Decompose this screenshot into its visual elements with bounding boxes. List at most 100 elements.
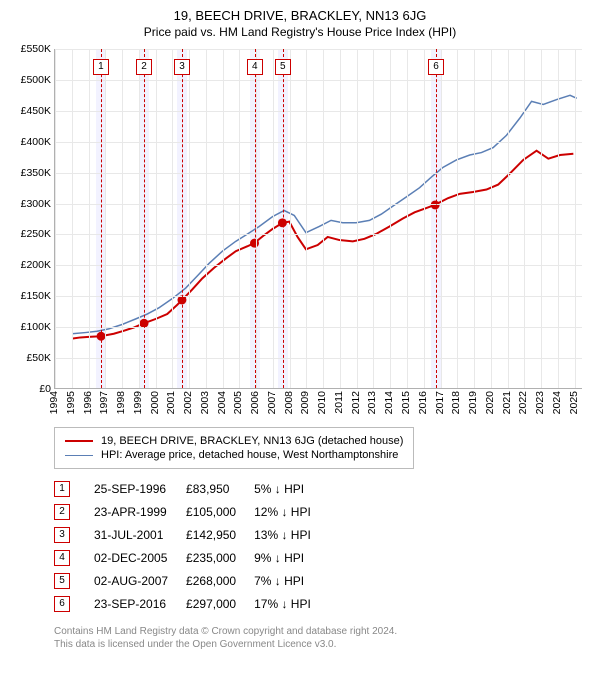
- x-tick-label: 2005: [232, 391, 244, 414]
- line-layer: [55, 49, 582, 388]
- event-date: 25-SEP-1996: [94, 477, 186, 500]
- event-marker-badge: 3: [54, 527, 70, 543]
- x-tick-label: 2003: [199, 391, 211, 414]
- page-title: 19, BEECH DRIVE, BRACKLEY, NN13 6JG: [10, 8, 590, 23]
- x-tick-label: 2019: [467, 391, 479, 414]
- legend-item-hpi: HPI: Average price, detached house, West…: [65, 448, 403, 462]
- series-hpi: [72, 95, 577, 333]
- sale-marker: [97, 332, 106, 341]
- event-marker-4: 4: [247, 59, 263, 75]
- x-tick-label: 2002: [182, 391, 194, 414]
- x-tick-label: 2008: [283, 391, 295, 414]
- x-tick-label: 2012: [350, 391, 362, 414]
- event-delta: 13% ↓ HPI: [254, 523, 329, 546]
- event-num-cell: 4: [54, 546, 94, 569]
- legend-label-property: 19, BEECH DRIVE, BRACKLEY, NN13 6JG (det…: [101, 435, 403, 447]
- x-tick-label: 2001: [165, 391, 177, 414]
- y-tick-label: £550K: [21, 43, 55, 55]
- event-price: £297,000: [186, 592, 254, 615]
- event-marker-6: 6: [428, 59, 444, 75]
- x-tick-label: 1994: [48, 391, 60, 414]
- event-price: £268,000: [186, 569, 254, 592]
- legend-item-property: 19, BEECH DRIVE, BRACKLEY, NN13 6JG (det…: [65, 434, 403, 448]
- table-row: 4 02-DEC-2005£235,0009% ↓ HPI: [54, 546, 329, 569]
- event-price: £235,000: [186, 546, 254, 569]
- event-price: £83,950: [186, 477, 254, 500]
- event-marker-2: 2: [136, 59, 152, 75]
- x-tick-label: 2004: [216, 391, 228, 414]
- event-date: 23-SEP-2016: [94, 592, 186, 615]
- event-marker-badge: 4: [54, 550, 70, 566]
- sale-marker: [278, 218, 287, 227]
- x-tick-label: 2014: [383, 391, 395, 414]
- event-marker-badge: 1: [54, 481, 70, 497]
- table-row: 2 23-APR-1999£105,00012% ↓ HPI: [54, 500, 329, 523]
- chart-area: £0£50K£100K£150K£200K£250K£300K£350K£400…: [54, 49, 582, 419]
- y-tick-label: £150K: [21, 290, 55, 302]
- x-tick-label: 2022: [517, 391, 529, 414]
- x-tick-label: 2010: [316, 391, 328, 414]
- legend-swatch-hpi: [65, 455, 93, 456]
- legend-box: 19, BEECH DRIVE, BRACKLEY, NN13 6JG (det…: [54, 427, 414, 469]
- event-date: 23-APR-1999: [94, 500, 186, 523]
- x-tick-label: 1995: [65, 391, 77, 414]
- y-tick-label: £450K: [21, 105, 55, 117]
- table-row: 6 23-SEP-2016£297,00017% ↓ HPI: [54, 592, 329, 615]
- events-table: 125-SEP-1996£83,9505% ↓ HPI223-APR-1999£…: [54, 477, 329, 615]
- x-tick-label: 1996: [82, 391, 94, 414]
- x-tick-label: 2007: [266, 391, 278, 414]
- x-tick-label: 1999: [132, 391, 144, 414]
- event-delta: 7% ↓ HPI: [254, 569, 329, 592]
- x-tick-label: 1997: [98, 391, 110, 414]
- table-row: 1 25-SEP-1996£83,9505% ↓ HPI: [54, 477, 329, 500]
- x-tick-label: 2016: [417, 391, 429, 414]
- x-tick-label: 2017: [434, 391, 446, 414]
- x-tick-label: 2013: [366, 391, 378, 414]
- event-marker-5: 5: [275, 59, 291, 75]
- x-tick-label: 2009: [299, 391, 311, 414]
- event-date: 02-DEC-2005: [94, 546, 186, 569]
- event-delta: 17% ↓ HPI: [254, 592, 329, 615]
- y-tick-label: £100K: [21, 321, 55, 333]
- sale-marker: [250, 239, 259, 248]
- x-tick-label: 2023: [534, 391, 546, 414]
- event-marker-3: 3: [174, 59, 190, 75]
- plot-region: £0£50K£100K£150K£200K£250K£300K£350K£400…: [54, 49, 582, 389]
- event-delta: 5% ↓ HPI: [254, 477, 329, 500]
- event-delta: 12% ↓ HPI: [254, 500, 329, 523]
- event-num-cell: 3: [54, 523, 94, 546]
- event-num-cell: 5: [54, 569, 94, 592]
- legend-label-hpi: HPI: Average price, detached house, West…: [101, 449, 398, 461]
- legend-swatch-property: [65, 440, 93, 442]
- y-tick-label: £300K: [21, 198, 55, 210]
- event-delta: 9% ↓ HPI: [254, 546, 329, 569]
- y-tick-label: £500K: [21, 74, 55, 86]
- license-text: Contains HM Land Registry data © Crown c…: [54, 625, 590, 651]
- x-tick-label: 2025: [568, 391, 580, 414]
- x-tick-label: 1998: [115, 391, 127, 414]
- chart-container: 19, BEECH DRIVE, BRACKLEY, NN13 6JG Pric…: [0, 0, 600, 663]
- x-tick-label: 2024: [551, 391, 563, 414]
- page-subtitle: Price paid vs. HM Land Registry's House …: [10, 25, 590, 39]
- event-marker-badge: 2: [54, 504, 70, 520]
- event-num-cell: 6: [54, 592, 94, 615]
- x-tick-label: 2015: [400, 391, 412, 414]
- table-row: 3 31-JUL-2001£142,95013% ↓ HPI: [54, 523, 329, 546]
- event-price: £142,950: [186, 523, 254, 546]
- event-price: £105,000: [186, 500, 254, 523]
- x-tick-label: 2006: [249, 391, 261, 414]
- event-marker-1: 1: [93, 59, 109, 75]
- event-date: 02-AUG-2007: [94, 569, 186, 592]
- x-tick-label: 2021: [501, 391, 513, 414]
- x-tick-label: 2011: [333, 391, 345, 414]
- y-tick-label: £350K: [21, 167, 55, 179]
- event-num-cell: 2: [54, 500, 94, 523]
- y-tick-label: £50K: [26, 352, 55, 364]
- event-marker-badge: 6: [54, 596, 70, 612]
- sale-marker: [431, 200, 440, 209]
- event-num-cell: 1: [54, 477, 94, 500]
- event-marker-badge: 5: [54, 573, 70, 589]
- event-date: 31-JUL-2001: [94, 523, 186, 546]
- y-tick-label: £250K: [21, 228, 55, 240]
- x-axis-labels: 1994199519961997199819992000200120022003…: [54, 391, 582, 421]
